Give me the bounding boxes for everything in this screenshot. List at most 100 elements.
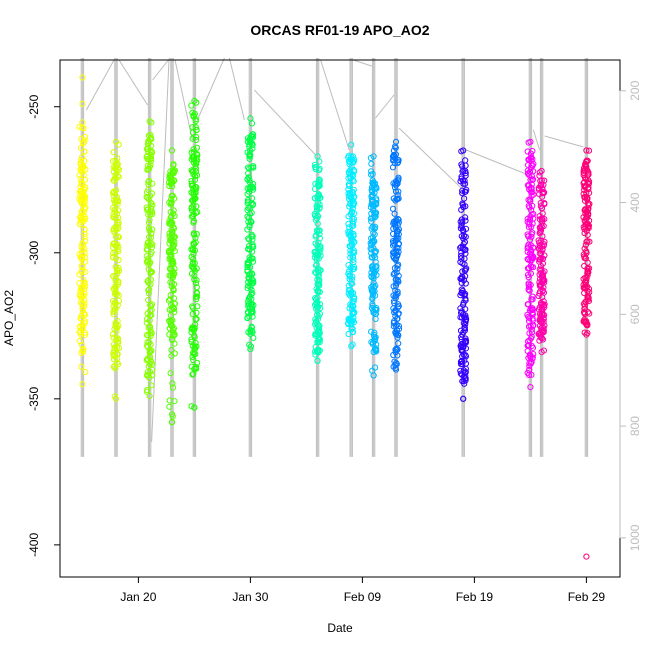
data-point [394,352,401,359]
data-point [395,176,402,183]
data-point [80,241,87,248]
data-point [315,322,322,329]
data-point [114,197,122,204]
data-point [249,243,256,250]
data-point [346,273,353,280]
data-point [192,280,200,287]
data-point [390,271,397,278]
data-point [394,288,401,295]
series-RF13 [535,167,548,356]
data-point [312,185,319,192]
altitude-connector [118,59,149,106]
data-point [110,189,117,196]
data-point [315,338,322,345]
altitude-connector [320,59,350,151]
data-point [345,290,352,297]
data-point [167,370,174,377]
data-point [585,298,593,305]
data-point [394,304,401,311]
data-point [81,205,88,212]
data-point [115,361,122,368]
data-point [528,263,535,271]
data-point [81,290,88,297]
data-point [77,221,84,228]
data-point [394,191,401,198]
data-point [525,286,532,293]
data-point [249,145,256,152]
data-point [192,339,199,347]
data-point [171,309,178,316]
data-point [373,341,380,348]
data-point [249,258,257,265]
data-point [110,308,117,315]
data-point [368,339,375,346]
data-point [586,265,593,272]
data-point [541,238,548,245]
data-point [147,327,154,334]
data-point [462,170,469,177]
data-point [345,315,352,322]
x-tick-label: Feb 09 [344,590,382,604]
data-point [192,118,199,125]
data-point [458,308,465,315]
data-point [169,380,176,387]
data-point [81,280,88,287]
altitude-connector [254,89,316,156]
data-point [145,287,152,294]
data-point [78,363,85,370]
data-point [77,175,84,182]
data-point [585,202,592,209]
data-point [145,186,152,193]
data-point [458,357,465,365]
data-point [350,265,358,272]
data-point [394,228,401,235]
data-point [460,320,467,327]
data-point [462,335,469,342]
data-point [247,331,254,338]
data-point [190,146,197,153]
data-point [536,337,543,344]
data-point [372,223,379,230]
data-point [315,191,322,198]
data-point [315,334,322,341]
data-point [349,328,356,336]
data-point [538,220,545,227]
y-tick-label: -350 [27,386,41,410]
data-point [247,284,254,291]
data-point [541,177,548,184]
data-point [246,243,253,250]
data-point [191,350,198,357]
data-point [143,246,150,253]
data-point [371,231,378,238]
data-point [391,210,398,217]
data-point [249,233,256,240]
data-point [81,258,89,265]
data-point [370,267,377,274]
data-point [462,280,469,287]
data-point [584,330,591,337]
data-point [392,282,399,289]
data-point [190,159,197,166]
data-point [370,331,378,338]
data-point [190,240,197,247]
data-point [459,244,466,251]
x-tick-label: Feb 19 [456,590,494,604]
data-point [312,321,319,328]
data-point [540,328,547,335]
data-point [312,212,319,219]
data-point [462,180,469,187]
data-point [525,224,533,231]
data-point [248,291,255,298]
data-point [460,147,467,154]
data-point [246,236,253,243]
data-point [245,274,252,281]
data-point [582,215,590,222]
data-point [392,197,399,204]
data-point [459,201,466,208]
data-point [188,204,195,211]
data-point [81,157,88,165]
data-point [317,252,324,259]
data-point [245,164,252,171]
data-point [114,200,121,207]
data-point [144,242,151,249]
